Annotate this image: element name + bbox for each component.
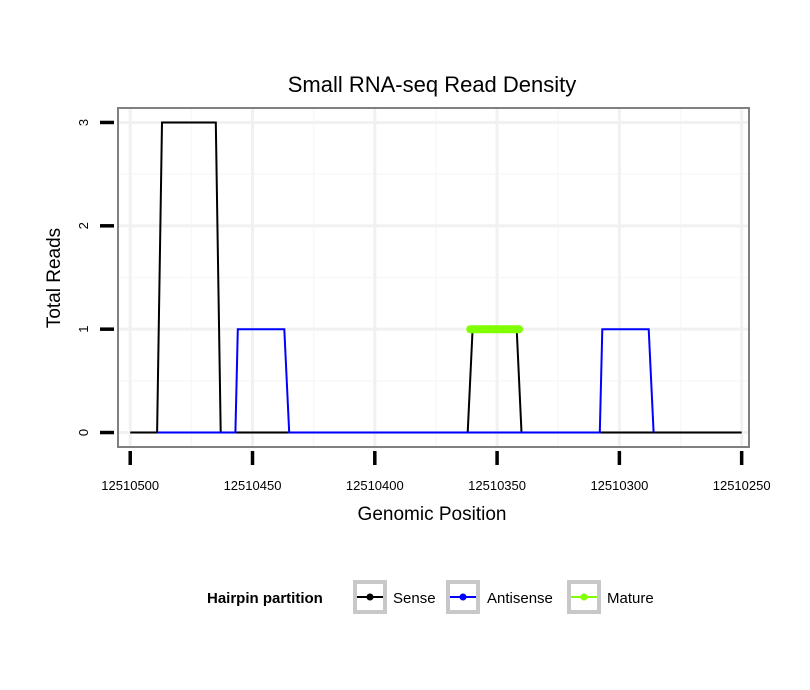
legend-key-point <box>459 593 467 601</box>
y-tick-label: 0 <box>76 429 91 436</box>
legend-key-point <box>366 593 374 601</box>
chart-title: Small RNA-seq Read Density <box>288 72 577 97</box>
legend-label: Sense <box>393 590 436 607</box>
legend-key-point <box>580 593 588 601</box>
x-axis: 12510500 12510450 12510400 12510350 12510300… <box>101 451 771 493</box>
legend: Hairpin partition Sense Antisense Mature <box>207 580 654 614</box>
y-axis: 0 1 2 3 <box>76 119 114 436</box>
legend-label: Antisense <box>487 590 553 607</box>
legend-items: Sense Antisense Mature <box>353 580 654 614</box>
x-tick-label: 12510350 <box>468 478 526 493</box>
x-tick-label: 12510300 <box>590 478 648 493</box>
panel-border <box>117 107 750 448</box>
legend-item-sense: Sense <box>353 580 436 614</box>
legend-title: Hairpin partition <box>207 590 323 607</box>
x-tick-label: 12510500 <box>101 478 159 493</box>
series-line-antisense <box>157 328 655 434</box>
x-tick-label: 12510400 <box>346 478 404 493</box>
legend-item-mature: Mature <box>567 580 654 614</box>
y-tick-label: 2 <box>76 222 91 229</box>
x-tick-label: 12510450 <box>224 478 282 493</box>
data-series <box>130 121 742 434</box>
y-tick-label: 1 <box>76 326 91 333</box>
plot-panel <box>117 107 750 448</box>
legend-item-antisense: Antisense <box>446 580 553 614</box>
x-axis-title: Genomic Position <box>358 504 507 525</box>
legend-label: Mature <box>607 590 654 607</box>
y-axis-title: Total Reads <box>44 228 65 328</box>
x-tick-label: 12510250 <box>713 478 771 493</box>
y-tick-label: 3 <box>76 119 91 126</box>
